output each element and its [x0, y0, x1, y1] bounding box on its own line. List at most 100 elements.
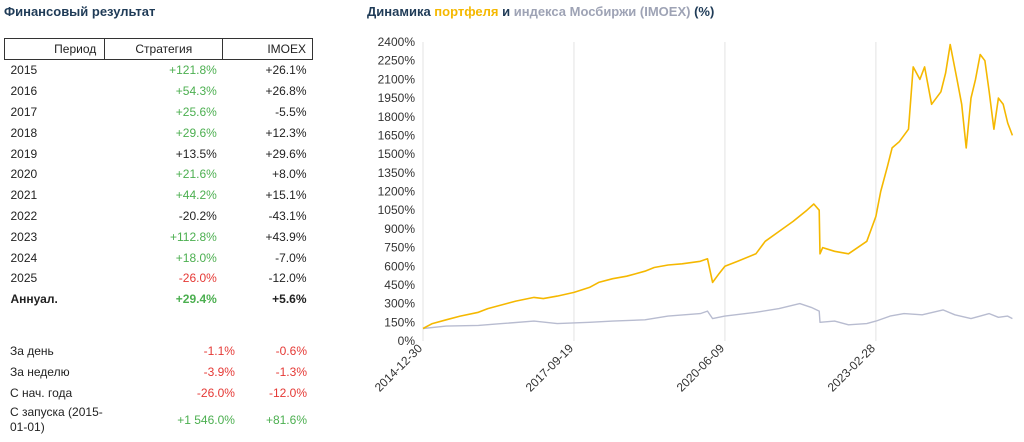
row-strategy: -26.0% — [178, 271, 217, 286]
row-strategy: +112.8% — [170, 229, 217, 244]
y-tick-label: 1200% — [378, 185, 416, 199]
row-strategy: +44.2% — [175, 188, 217, 203]
stat-label-line2: 01-01) — [10, 420, 45, 434]
y-tick-label: 900% — [384, 222, 415, 236]
chart-title-index: индекса Мосбиржи (IMOEX) — [513, 4, 691, 19]
x-tick-label: 2020-06-09 — [674, 341, 728, 395]
y-tick-label: 2400% — [378, 35, 416, 49]
stat-imoex: -0.6% — [275, 343, 307, 358]
stat-label-line1: С запуска (2015- — [10, 405, 103, 419]
y-tick-label: 1800% — [378, 110, 416, 124]
y-tick-label: 150% — [384, 315, 415, 329]
y-tick-label: 1650% — [378, 128, 416, 142]
row-period: 2017 — [10, 104, 38, 119]
stats-table: За день -1.1% -0.6% За неделю -3.9% -1.3… — [4, 340, 313, 437]
row-period: 2019 — [10, 146, 38, 161]
chart-title-portfolio: портфеля — [434, 4, 499, 19]
row-strategy: +21.6% — [175, 167, 217, 182]
y-tick-label: 600% — [384, 259, 415, 273]
row-imoex: +12.3% — [265, 125, 307, 140]
row-period: Аннуал. — [10, 292, 58, 307]
portfolio-series-line — [422, 43, 1014, 330]
row-strategy: +25.6% — [175, 104, 217, 119]
chart-title-part5: (%) — [690, 4, 715, 19]
row-strategy: +29.6% — [175, 125, 217, 140]
table-row: 2019 +13.5% +29.6% — [5, 143, 313, 164]
stat-strategy: -1.1% — [203, 343, 235, 358]
stat-imoex: +81.6% — [265, 412, 307, 427]
header-imoex: IMOEX — [222, 38, 313, 60]
table-row: 2023 +112.8% +43.9% — [5, 226, 313, 247]
x-tick-label: 2023-02-28 — [825, 341, 879, 395]
row-period: 2016 — [10, 84, 38, 99]
row-period: 2025 — [10, 271, 38, 286]
table-row: 2015 +121.8% +26.1% — [5, 60, 313, 81]
y-tick-label: 0% — [398, 334, 416, 348]
row-strategy: -20.2% — [178, 208, 217, 223]
y-tick-label: 1050% — [378, 203, 416, 217]
row-strategy: +121.8% — [169, 63, 217, 78]
y-tick-label: 2250% — [378, 54, 416, 68]
x-tick-label: 2014-12-30 — [372, 341, 426, 395]
stat-label: С нач. года — [10, 385, 73, 400]
row-strategy: +54.3% — [175, 84, 217, 99]
chart-title-part3: и — [498, 4, 514, 19]
y-tick-label: 750% — [384, 241, 415, 255]
table-row: 2017 +25.6% -5.5% — [5, 102, 313, 123]
stat-label: За день — [10, 343, 54, 358]
header-strategy: Стратегия — [104, 38, 224, 60]
row-period: 2015 — [10, 63, 38, 78]
results-table: Период Стратегия IMOEX 2015 +121.8% +26.1%… — [3, 38, 313, 310]
stat-row-ytd: С нач. года -26.0% -12.0% — [4, 382, 313, 403]
row-imoex: +43.9% — [265, 229, 307, 244]
stat-row-day: За день -1.1% -0.6% — [4, 340, 313, 361]
row-imoex: +26.8% — [265, 84, 307, 99]
y-tick-label: 300% — [384, 297, 415, 311]
table-row: 2016 +54.3% +26.8% — [5, 81, 313, 102]
row-imoex: -12.0% — [268, 271, 307, 286]
row-period: 2020 — [10, 167, 38, 182]
stat-strategy: -26.0% — [196, 385, 235, 400]
stat-strategy: +1 546.0% — [177, 412, 235, 427]
row-strategy: +13.5% — [175, 146, 217, 161]
y-tick-label: 450% — [384, 278, 415, 292]
table-row: 2022 -20.2% -43.1% — [5, 206, 313, 227]
row-period: 2024 — [10, 250, 38, 265]
stat-imoex: -1.3% — [275, 364, 307, 379]
table-row: 2021 +44.2% +15.1% — [5, 185, 313, 206]
stat-row-since-launch: С запуска (2015- 01-01) +1 546.0% +81.6% — [4, 403, 313, 437]
table-row: 2024 +18.0% -7.0% — [5, 247, 313, 268]
table-row: Аннуал. +29.4% +5.6% — [5, 289, 313, 310]
stat-strategy: -3.9% — [203, 364, 235, 379]
x-tick-label: 2017-09-19 — [523, 341, 577, 395]
y-tick-label: 1500% — [378, 147, 416, 161]
table-header: Период Стратегия IMOEX — [3, 38, 313, 60]
row-period: 2021 — [10, 188, 38, 203]
stat-label: За неделю — [10, 364, 70, 379]
row-imoex: +8.0% — [272, 167, 307, 182]
row-imoex: +29.6% — [265, 146, 307, 161]
row-imoex: +5.6% — [272, 292, 307, 307]
stat-row-week: За неделю -3.9% -1.3% — [4, 361, 313, 382]
row-strategy: +29.4% — [175, 292, 217, 307]
header-period: Период — [3, 38, 106, 60]
stat-imoex: -12.0% — [268, 385, 307, 400]
chart-title: Динамика портфеля и индекса Мосбиржи (IM… — [367, 4, 714, 19]
row-imoex: -5.5% — [275, 104, 307, 119]
index-series-line — [422, 302, 1013, 330]
row-strategy: +18.0% — [175, 250, 217, 265]
chart-title-part1: Динамика — [367, 4, 435, 19]
section-title: Финансовый результат — [4, 4, 156, 19]
stat-label: С запуска (2015- 01-01) — [4, 403, 146, 437]
line-chart: 0% 150% 300% 450% 600% 750% 900% 1050% 1200% 1350… — [372, 35, 1014, 395]
row-imoex: +15.1% — [265, 188, 307, 203]
row-period: 2022 — [10, 208, 38, 223]
table-row: 2025 -26.0% -12.0% — [5, 268, 313, 289]
row-period: 2023 — [10, 229, 38, 244]
row-imoex: -7.0% — [275, 250, 307, 265]
table-row: 2020 +21.6% +8.0% — [5, 164, 313, 185]
row-imoex: +26.1% — [265, 63, 307, 78]
row-imoex: -43.1% — [268, 208, 307, 223]
y-tick-label: 1950% — [378, 91, 416, 105]
y-tick-label: 2100% — [378, 72, 416, 86]
